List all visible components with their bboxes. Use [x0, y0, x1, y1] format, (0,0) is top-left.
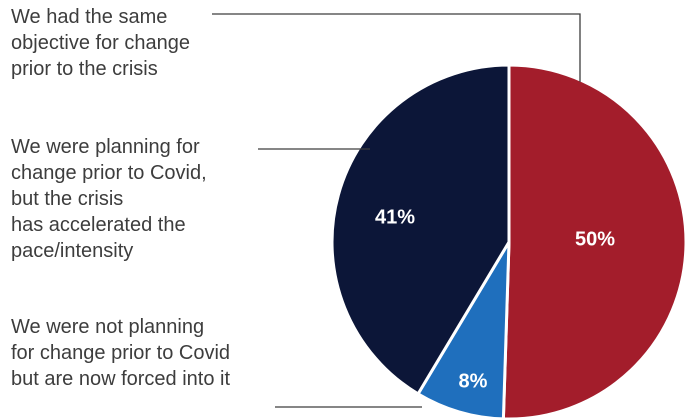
legend-label-line: prior to the crisis: [11, 58, 158, 80]
pie-slice: [501, 63, 688, 419]
leader-line: [212, 13, 581, 82]
legend-label-line: We had the same: [11, 6, 168, 28]
legend-label-line: pace/intensity: [11, 240, 134, 262]
legend-label-line: but the crisis: [11, 188, 124, 210]
legend-label-line: We were not planning: [11, 316, 205, 338]
legend-label-same-objective: We had the same objective for change pri…: [11, 4, 190, 82]
legend-label-forced: We were not planning for change prior to…: [11, 314, 230, 392]
legend-label-line: objective for change: [11, 32, 191, 54]
legend-label-line: but are now forced into it: [11, 368, 231, 390]
pie-slice: [330, 63, 511, 396]
slice-value-label: 8%: [459, 370, 488, 392]
legend-label-line: for change prior to Covid: [11, 342, 231, 364]
legend-label-line: has accelerated the: [11, 214, 186, 236]
slice-value-label: 41%: [375, 206, 415, 228]
legend-label-accelerated: We were planning for change prior to Cov…: [11, 134, 207, 264]
legend-label-line: change prior to Covid,: [11, 162, 207, 184]
legend-label-line: We were planning for: [11, 136, 200, 158]
slice-value-label: 50%: [575, 228, 615, 250]
